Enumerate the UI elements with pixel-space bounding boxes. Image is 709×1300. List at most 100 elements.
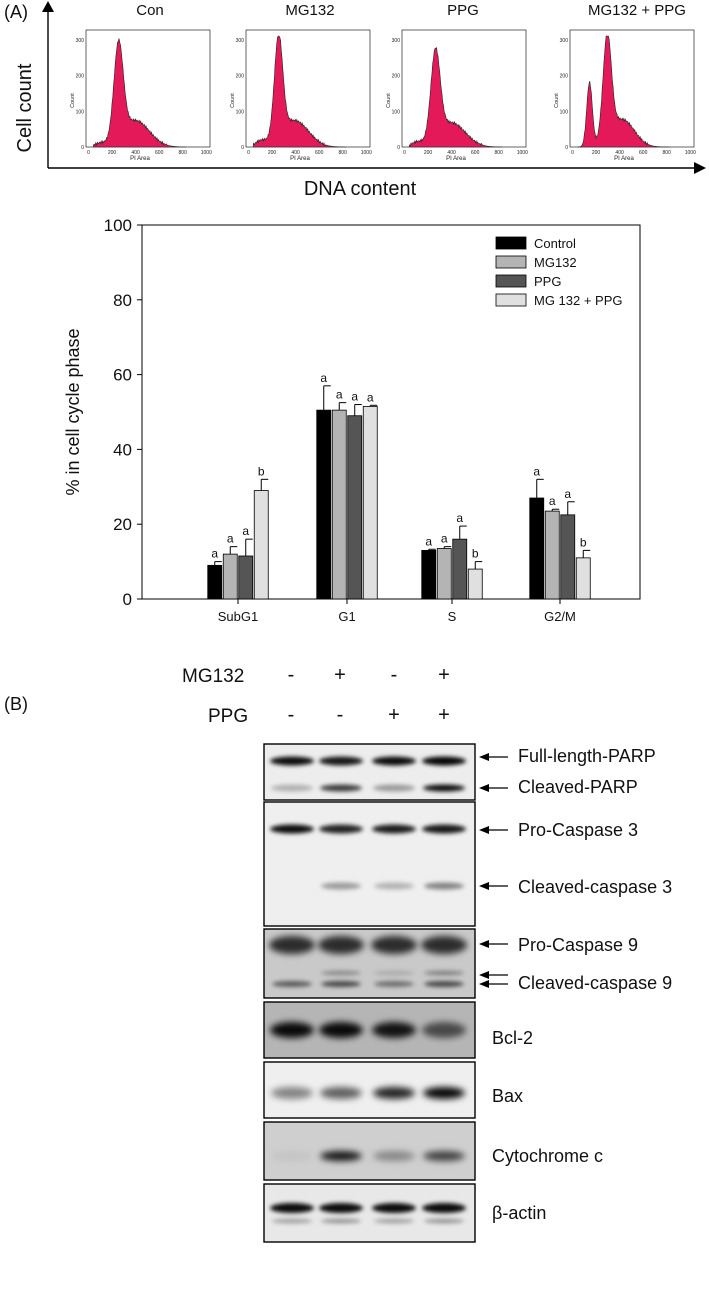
histogram-y-tick: 100 xyxy=(76,109,85,115)
band xyxy=(270,824,314,834)
band-label-full-parp: Full-length-PARP xyxy=(518,746,656,766)
band xyxy=(373,1087,415,1099)
band xyxy=(321,970,361,976)
histogram-x-tick: 600 xyxy=(639,150,648,156)
panel-b-label: (B) xyxy=(4,694,28,714)
sign-mg132-lane2: + xyxy=(334,664,346,686)
significance-letter: a xyxy=(456,511,463,525)
arrow-cleaved-caspase9-upper-head xyxy=(479,971,489,979)
histogram-y-tick: 200 xyxy=(236,74,245,80)
band xyxy=(319,824,363,834)
legend-swatch xyxy=(495,293,527,307)
bar xyxy=(362,405,378,600)
arrow-cleaved-caspase3-head xyxy=(479,882,489,890)
blot-bax xyxy=(263,1061,476,1119)
band xyxy=(373,784,415,792)
histogram-x-tick: 200 xyxy=(592,150,601,156)
blot-bcl2 xyxy=(263,1001,476,1059)
histogram-2: 0 200 400 600 800 1000 0 100 200 300 PI Area Count xyxy=(230,29,372,162)
histogram-x-tick: 400 xyxy=(615,150,624,156)
histogram-y-tick: 200 xyxy=(392,74,401,80)
significance-letter: b xyxy=(472,547,479,561)
cell-count-axis-arrow xyxy=(42,1,54,12)
legend-entry: Control xyxy=(534,236,576,251)
legend-entry: MG 132 + PPG xyxy=(534,293,623,308)
y-tick-label: 80 xyxy=(113,291,132,310)
band xyxy=(271,1151,313,1161)
histogram-frame xyxy=(401,29,527,148)
band xyxy=(272,981,312,987)
blot-caspase9 xyxy=(263,928,476,999)
band xyxy=(374,981,414,987)
treatment-label-mg132: MG132 xyxy=(182,666,245,687)
band xyxy=(422,1203,466,1213)
sign-mg132-lane1: - xyxy=(287,664,295,686)
histogram-y-tick: 0 xyxy=(565,145,568,151)
histogram-x-tick: 0 xyxy=(403,150,406,156)
histogram-x-label: PI Area xyxy=(290,156,310,162)
arrow-pro-caspase3-head xyxy=(479,826,489,834)
band xyxy=(423,1087,465,1099)
blot-frame xyxy=(263,1183,476,1243)
band xyxy=(319,756,363,766)
histogram-x-tick: 400 xyxy=(291,150,300,156)
band xyxy=(271,1087,313,1099)
histogram-x-tick: 800 xyxy=(339,150,348,156)
band xyxy=(374,1218,414,1224)
x-tick-label: G2/M xyxy=(544,609,576,624)
band-label-cytochrome-c: Cytochrome c xyxy=(492,1146,604,1166)
y-tick-label: 100 xyxy=(104,216,132,235)
sign-ppg-lane4: + xyxy=(438,704,450,726)
histogram-y-tick: 100 xyxy=(392,109,401,115)
dna-content-axis-label: DNA content xyxy=(303,178,417,200)
histogram-x-label: PI Area xyxy=(130,156,150,162)
band xyxy=(424,981,464,987)
band-label-cleaved-parp: Cleaved-PARP xyxy=(518,777,638,797)
y-tick-label: 0 xyxy=(123,590,132,609)
significance-letter: a xyxy=(211,547,218,561)
band xyxy=(321,1218,361,1224)
significance-letter: a xyxy=(336,388,343,402)
band xyxy=(320,1151,362,1161)
band xyxy=(374,882,414,890)
significance-letter: a xyxy=(242,524,249,538)
histogram-x-tick: 800 xyxy=(179,150,188,156)
dna-content-axis-arrow xyxy=(694,162,706,174)
band xyxy=(371,936,417,954)
band-label-cleaved-caspase3: Cleaved-caspase 3 xyxy=(518,877,673,897)
band xyxy=(423,784,465,792)
histogram-x-tick: 0 xyxy=(571,150,574,156)
blot-cytochrome-c xyxy=(263,1121,476,1181)
significance-letter: a xyxy=(441,532,448,546)
histogram-fill xyxy=(577,35,671,148)
legend-swatch xyxy=(495,255,527,269)
histogram-x-label: PI Area xyxy=(614,156,634,162)
band xyxy=(372,756,416,766)
blot-frame xyxy=(263,801,476,927)
y-tick-label: 60 xyxy=(113,366,132,385)
histogram-x-tick: 200 xyxy=(268,150,277,156)
bar xyxy=(452,538,468,600)
histogram-title-mg132: MG132 xyxy=(285,2,335,19)
panel-a-label: (A) xyxy=(4,2,28,22)
legend-entry: PPG xyxy=(534,274,561,289)
band xyxy=(321,882,361,890)
significance-letter: a xyxy=(549,494,556,508)
histogram-x-tick: 600 xyxy=(155,150,164,156)
band-label-beta-actin: β-actin xyxy=(492,1203,547,1223)
histogram-x-tick: 1000 xyxy=(361,150,372,156)
blot-caspase3 xyxy=(263,801,476,927)
band-label-pro-caspase9: Pro-Caspase 9 xyxy=(518,935,639,955)
histogram-x-tick: 0 xyxy=(87,150,90,156)
histogram-y-tick: 100 xyxy=(236,109,245,115)
blot-frame xyxy=(263,1121,476,1181)
histogram-x-tick: 1000 xyxy=(685,150,696,156)
sign-ppg-lane2: - xyxy=(336,704,344,726)
band xyxy=(424,970,464,976)
histogram-x-tick: 1000 xyxy=(517,150,528,156)
blot-parp xyxy=(263,743,476,801)
band-label-bcl2: Bcl-2 xyxy=(492,1028,534,1048)
significance-letter: b xyxy=(580,535,587,549)
legend-swatch xyxy=(495,274,527,288)
